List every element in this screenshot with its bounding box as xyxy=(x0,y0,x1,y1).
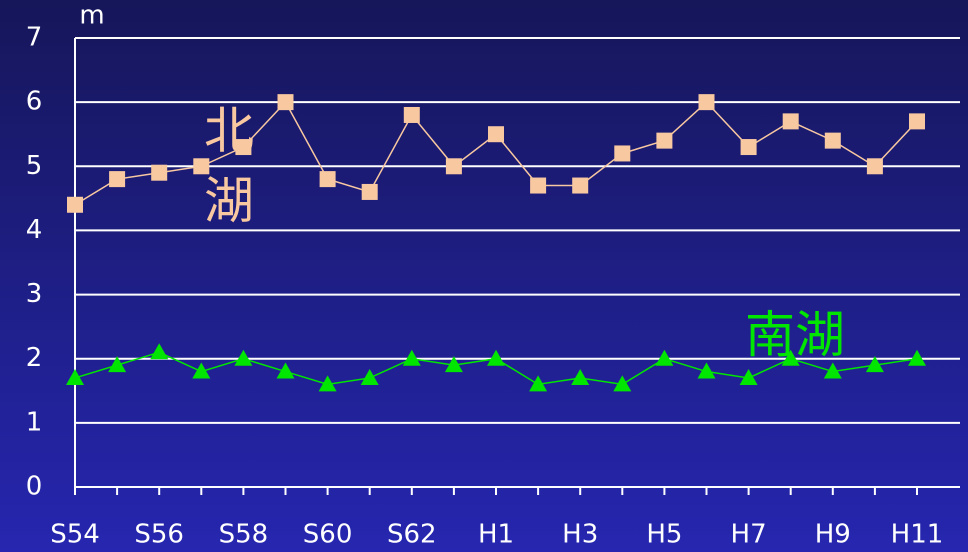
point-marker xyxy=(319,171,336,188)
x-tick-label: H7 xyxy=(731,520,767,550)
y-tick-label: 3 xyxy=(26,279,43,309)
point-marker xyxy=(66,368,84,385)
point-marker xyxy=(444,356,463,373)
point-marker xyxy=(865,356,884,373)
y-tick-label: 0 xyxy=(26,472,43,502)
x-tick-label: S54 xyxy=(50,520,100,550)
point-marker xyxy=(572,177,589,194)
point-marker xyxy=(908,349,926,366)
x-tick-label: H9 xyxy=(815,520,851,550)
point-marker xyxy=(782,113,799,130)
point-marker xyxy=(318,375,337,392)
x-tick-label: H1 xyxy=(478,520,514,550)
point-marker xyxy=(824,132,841,149)
point-marker xyxy=(151,164,168,181)
point-marker xyxy=(193,158,210,175)
point-marker xyxy=(361,183,378,200)
x-tick-label: H3 xyxy=(562,520,598,550)
point-marker xyxy=(656,132,673,149)
point-marker xyxy=(360,368,379,385)
x-tick-label: S62 xyxy=(387,520,437,550)
point-marker xyxy=(109,171,126,188)
point-marker xyxy=(488,126,504,143)
point-marker xyxy=(445,158,462,175)
x-tick-label: S56 xyxy=(134,520,184,550)
point-marker xyxy=(739,368,758,385)
point-marker xyxy=(530,177,547,194)
x-tick-label: S60 xyxy=(303,520,353,550)
point-marker xyxy=(655,349,674,366)
point-marker xyxy=(67,196,83,213)
x-tick-label: H11 xyxy=(891,520,944,550)
x-tick-label: H5 xyxy=(646,520,682,550)
point-marker xyxy=(234,349,253,366)
point-marker xyxy=(866,158,883,175)
point-marker xyxy=(276,362,295,379)
point-marker xyxy=(613,375,632,392)
y-axis-unit: m xyxy=(79,1,104,31)
point-marker xyxy=(909,113,925,130)
point-marker xyxy=(781,349,800,366)
x-tick-label: S58 xyxy=(219,520,269,550)
y-tick-label: 2 xyxy=(26,343,43,373)
point-marker xyxy=(235,139,252,156)
point-marker xyxy=(823,362,842,379)
point-marker xyxy=(403,106,420,123)
point-marker xyxy=(108,356,127,373)
point-marker xyxy=(740,139,757,156)
point-marker xyxy=(697,362,716,379)
point-marker xyxy=(529,375,548,392)
series-label: 南湖 xyxy=(745,306,845,364)
y-tick-label: 5 xyxy=(26,151,43,181)
y-tick-label: 7 xyxy=(26,23,43,53)
point-marker xyxy=(571,368,590,385)
point-marker xyxy=(150,343,169,360)
point-marker xyxy=(614,145,631,162)
y-tick-label: 6 xyxy=(26,87,43,117)
point-marker xyxy=(402,349,421,366)
series-label: 北湖 xyxy=(196,104,254,244)
y-tick-label: 4 xyxy=(26,215,43,245)
point-marker xyxy=(487,349,505,366)
point-marker xyxy=(277,94,294,111)
point-marker xyxy=(192,362,211,379)
y-tick-label: 1 xyxy=(26,407,43,437)
point-marker xyxy=(698,94,715,111)
